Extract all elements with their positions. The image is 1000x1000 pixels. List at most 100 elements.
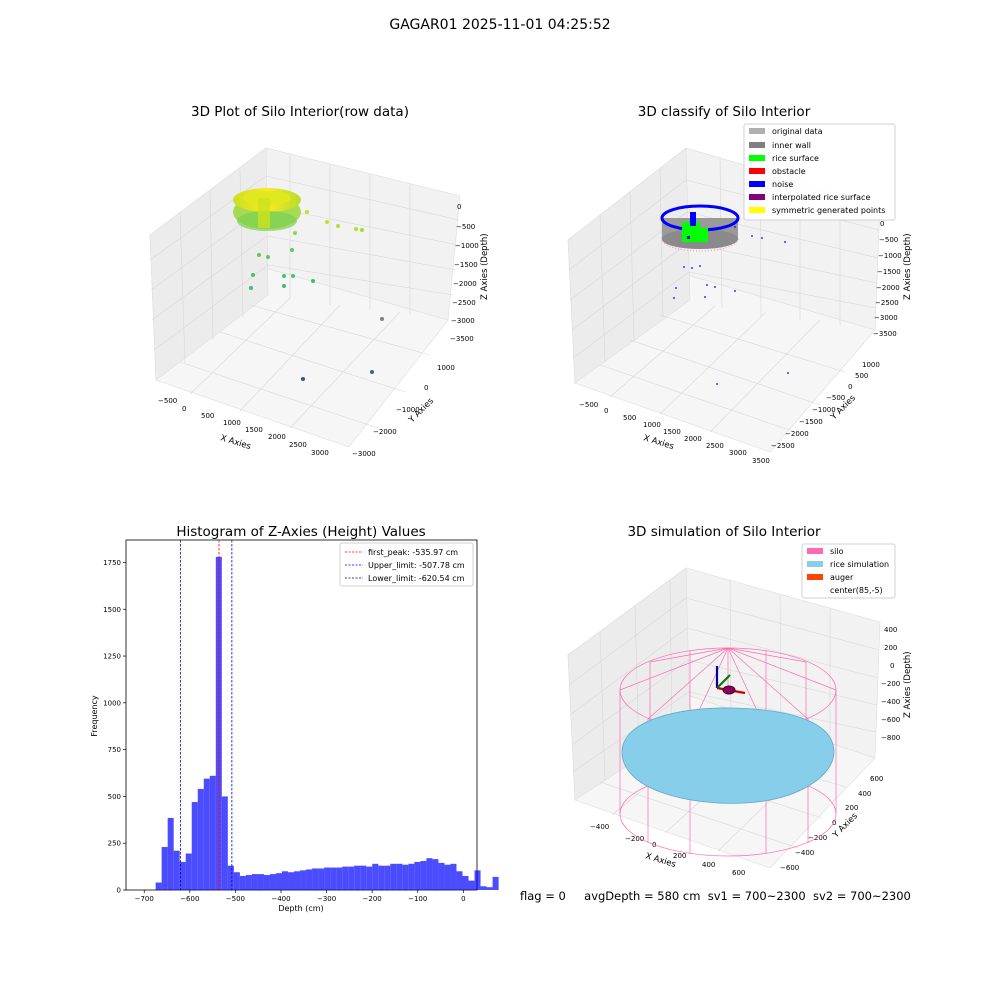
classify-point-cloud xyxy=(660,204,740,252)
svg-text:2500: 2500 xyxy=(289,441,307,449)
x-tick-label: −700 xyxy=(135,895,154,903)
histogram-bar xyxy=(342,866,349,890)
legend-label-first-peak: first_peak: -535.97 cm xyxy=(368,548,458,557)
svg-text:500: 500 xyxy=(855,372,868,380)
svg-text:−500: −500 xyxy=(158,397,177,405)
classify-side-pane xyxy=(567,147,691,384)
svg-text:−1000: −1000 xyxy=(455,242,479,250)
legend-label-interpolated: interpolated rice surface xyxy=(772,193,870,202)
histogram-bar xyxy=(408,863,415,890)
legend-swatch-rice-surface xyxy=(749,155,765,161)
histogram-bar xyxy=(462,875,469,890)
y-tick-label: 1750 xyxy=(103,559,121,567)
histogram-bar xyxy=(402,864,409,890)
svg-text:0: 0 xyxy=(832,819,836,827)
histogram-bar xyxy=(263,875,270,890)
classify-3d-title: 3D classify of Silo Interior xyxy=(638,104,811,120)
svg-text:600: 600 xyxy=(870,775,883,783)
x-tick-label: −300 xyxy=(317,895,336,903)
histogram-bar xyxy=(215,556,222,890)
svg-text:−500: −500 xyxy=(826,394,845,402)
histogram-bar xyxy=(414,861,421,890)
histogram-bar xyxy=(354,865,361,890)
histogram-bar xyxy=(378,865,385,890)
legend-label-noise: noise xyxy=(772,180,793,189)
histogram-axes-frame xyxy=(125,539,478,891)
histogram-bar xyxy=(348,866,355,890)
svg-text:1000: 1000 xyxy=(643,421,661,429)
figure-title: GAGAR01 2025-11-01 04:25:52 xyxy=(389,17,611,33)
histogram-bar xyxy=(161,846,168,890)
svg-text:1000: 1000 xyxy=(862,361,880,369)
svg-text:400: 400 xyxy=(702,861,715,869)
histogram-bar xyxy=(366,866,373,890)
histogram-bar xyxy=(185,853,192,890)
histogram-bar xyxy=(245,875,252,890)
legend-swatch-auger xyxy=(807,574,823,580)
histogram-bar xyxy=(209,775,216,890)
sv1-text: sv1 = 700~2300 xyxy=(707,889,806,903)
raw-3d-panel: 3D Plot of Silo Interior(row data) −500 … xyxy=(149,104,490,458)
svg-text:−3000: −3000 xyxy=(451,317,475,325)
histogram-bar xyxy=(269,874,276,890)
histogram-bar xyxy=(281,871,289,890)
y-tick-label: 1500 xyxy=(103,606,121,614)
svg-text:1000: 1000 xyxy=(223,419,241,427)
histogram-bar xyxy=(318,868,325,890)
histogram-bar xyxy=(203,778,210,890)
histogram-bar xyxy=(420,860,427,890)
legend-label-inner-wall: inner wall xyxy=(772,141,811,150)
svg-text:0: 0 xyxy=(848,383,852,391)
classify-z-ticks: 0 −500 −1000 −1500 −2000 −2500 −3000 −35… xyxy=(873,220,902,338)
histogram-bar xyxy=(372,863,379,890)
simulation-legend: silo rice simulation auger center(85,-5) xyxy=(801,543,896,599)
histogram-bar xyxy=(396,863,403,890)
svg-text:0: 0 xyxy=(424,384,428,392)
svg-text:−1500: −1500 xyxy=(799,418,823,426)
legend-label-center: center(85,-5) xyxy=(830,586,883,595)
svg-text:−2000: −2000 xyxy=(453,280,477,288)
legend-swatch-interpolated xyxy=(749,194,765,200)
histogram-y-label: Frequency xyxy=(90,695,99,737)
sv2-text: sv2 = 700~2300 xyxy=(812,889,911,903)
svg-text:−400: −400 xyxy=(590,823,609,831)
y-tick-label: 500 xyxy=(108,793,121,801)
histogram-bar xyxy=(294,871,301,890)
avg-depth-text: avgDepth = 580 cm xyxy=(584,889,701,903)
legend-swatch-silo xyxy=(807,548,823,554)
svg-text:1000: 1000 xyxy=(437,364,455,372)
legend-label-upper-limit: Upper_limit: -507.78 cm xyxy=(368,561,465,570)
svg-text:−400: −400 xyxy=(795,849,814,857)
histogram-bar xyxy=(390,863,397,890)
histogram-bar xyxy=(450,863,457,890)
status-footer: flag = 0 avgDepth = 580 cm sv1 = 700~230… xyxy=(520,889,911,903)
svg-text:200: 200 xyxy=(673,852,686,860)
svg-text:200: 200 xyxy=(845,804,858,812)
histogram-title: Histogram of Z-Axies (Height) Values xyxy=(176,524,425,540)
histogram-x-label: Depth (cm) xyxy=(278,904,323,913)
histogram-bar xyxy=(324,867,331,890)
legend-label-symmetric: symmetric generated points xyxy=(772,206,885,215)
simulation-3d-panel: 3D simulation of Silo Interior −400 −200… xyxy=(567,524,913,877)
svg-text:−500: −500 xyxy=(579,401,598,409)
histogram-bar xyxy=(468,880,475,890)
auger-marker xyxy=(715,666,746,695)
histogram-bar xyxy=(480,886,487,890)
classify-y-ticks: 1000 500 0 −500 −1000 −1500 −2000 −2500 xyxy=(771,361,880,450)
histogram-bar xyxy=(197,788,204,890)
sim-z-ticks: 400 200 0 −200 −400 −600 −800 xyxy=(881,626,900,742)
histogram-bar xyxy=(486,887,493,890)
raw-z-ticks: 0 −500 −1000 −1500 −2000 −2500 −3000 −35… xyxy=(450,203,479,343)
histogram-bar xyxy=(239,875,246,890)
simulation-3d-title: 3D simulation of Silo Interior xyxy=(627,524,821,540)
histogram-bar xyxy=(432,859,439,890)
raw-x-ticks: −500 0 500 1000 1500 2000 2500 3000 xyxy=(158,397,329,457)
histogram-bar xyxy=(233,872,240,890)
histogram-bar xyxy=(257,874,264,890)
svg-text:3000: 3000 xyxy=(729,449,747,457)
histogram-bar xyxy=(191,802,198,890)
histogram-bar xyxy=(179,861,186,890)
svg-text:400: 400 xyxy=(858,790,871,798)
histogram-x-ticks: −700 −600 −500 −400 −300 −200 −100 0 xyxy=(135,890,466,903)
svg-text:−3500: −3500 xyxy=(450,335,474,343)
